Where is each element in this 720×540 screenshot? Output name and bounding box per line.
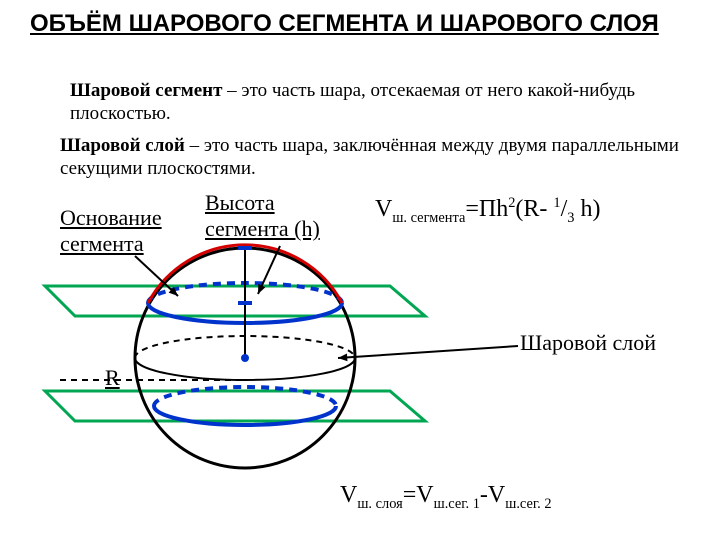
sphere-diagram xyxy=(40,238,520,488)
label-height: Высота сегмента (h) xyxy=(205,190,320,242)
term: Шаровой слой xyxy=(60,135,185,156)
formula-segment: Vш. сегмента=Пh2(R- 1/3 h) xyxy=(375,195,601,227)
term: Шаровой сегмент xyxy=(70,80,222,101)
label-layer: Шаровой слой xyxy=(520,330,656,356)
page-title: ОБЪЁМ ШАРОВОГО СЕГМЕНТА И ШАРОВОГО СЛОЯ xyxy=(30,10,670,38)
definition-segment: Шаровой сегмент – это часть шара, отсека… xyxy=(70,80,670,126)
definition-layer: Шаровой слой – это часть шара, заключённ… xyxy=(60,135,680,181)
